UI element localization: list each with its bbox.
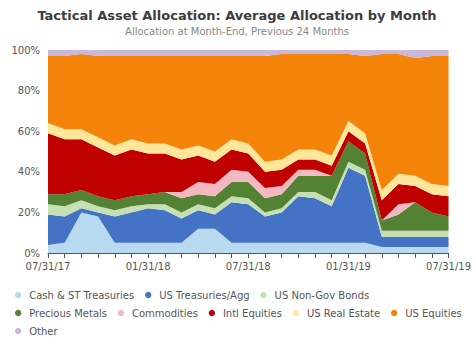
svg-text:07/31/17: 07/31/17 [26, 261, 71, 272]
svg-text:Allocation at Month-End, Previ: Allocation at Month-End, Previous 24 Mon… [125, 26, 349, 37]
svg-text:US Treasuries/Agg: US Treasuries/Agg [159, 290, 249, 301]
svg-text:07/31/18: 07/31/18 [226, 261, 271, 272]
svg-text:01/31/19: 01/31/19 [326, 261, 371, 272]
svg-text:60%: 60% [18, 126, 40, 137]
svg-text:Precious Metals: Precious Metals [29, 308, 107, 319]
svg-text:07/31/19: 07/31/19 [426, 261, 471, 272]
svg-text:Intl Equities: Intl Equities [223, 308, 282, 319]
svg-text:20%: 20% [18, 207, 40, 218]
svg-text:01/31/18: 01/31/18 [126, 261, 171, 272]
svg-text:80%: 80% [18, 85, 40, 96]
svg-text:40%: 40% [18, 166, 40, 177]
svg-text:Commodities: Commodities [132, 308, 198, 319]
svg-text:0%: 0% [24, 248, 40, 259]
svg-text:US Non-Gov Bonds: US Non-Gov Bonds [275, 290, 370, 301]
svg-text:US Real Estate: US Real Estate [307, 308, 380, 319]
svg-text:100%: 100% [11, 45, 40, 56]
svg-text:Tactical Asset Allocation: Ave: Tactical Asset Allocation: Average Alloc… [37, 8, 436, 23]
svg-text:Cash & ST Treasuries: Cash & ST Treasuries [29, 290, 134, 301]
svg-text:Other: Other [29, 326, 58, 337]
svg-text:US Equities: US Equities [405, 308, 462, 319]
